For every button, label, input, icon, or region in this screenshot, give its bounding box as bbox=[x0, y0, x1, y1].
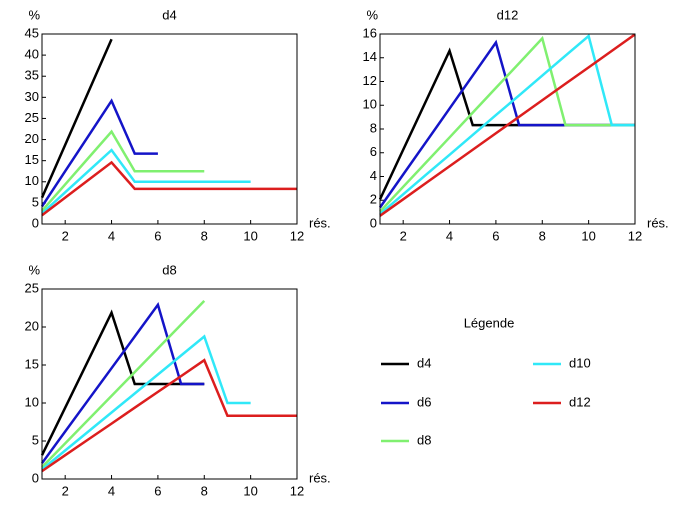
y-tick-label: 0 bbox=[32, 215, 39, 230]
y-axis-label: % bbox=[366, 7, 378, 22]
x-tick-label: 12 bbox=[290, 228, 304, 243]
legend-label: d8 bbox=[417, 432, 431, 447]
y-axis-label: % bbox=[28, 262, 40, 277]
x-tick-label: 10 bbox=[581, 228, 595, 243]
data-line bbox=[41, 334, 251, 471]
data-line bbox=[379, 35, 635, 213]
y-tick-label: 8 bbox=[370, 120, 377, 135]
data-line bbox=[40, 98, 158, 208]
y-tick-label: 20 bbox=[25, 318, 39, 333]
data-line bbox=[40, 302, 205, 464]
legend-label: d10 bbox=[569, 355, 591, 370]
y-tick-label: 35 bbox=[25, 68, 39, 83]
x-tick-label: 10 bbox=[243, 228, 257, 243]
y-tick-label: 16 bbox=[363, 25, 377, 40]
chart-title: d4 bbox=[162, 7, 176, 22]
x-tick-label: 4 bbox=[108, 483, 115, 498]
x-tick-label: 12 bbox=[628, 228, 642, 243]
y-tick-label: 25 bbox=[25, 280, 39, 295]
y-axis-label: % bbox=[28, 7, 40, 22]
x-tick-label: 6 bbox=[154, 228, 161, 243]
data-line bbox=[379, 33, 636, 217]
x-tick-label: 8 bbox=[539, 228, 546, 243]
chart-title: d8 bbox=[162, 262, 176, 277]
y-tick-label: 10 bbox=[25, 173, 39, 188]
data-line bbox=[41, 358, 297, 473]
y-tick-label: 45 bbox=[25, 25, 39, 40]
x-tick-label: 4 bbox=[108, 228, 115, 243]
data-line bbox=[379, 33, 635, 216]
x-tick-label: 12 bbox=[290, 483, 304, 498]
y-tick-label: 6 bbox=[370, 144, 377, 159]
y-tick-label: 14 bbox=[363, 49, 377, 64]
x-tick-label: 6 bbox=[154, 483, 161, 498]
x-tick-label: 8 bbox=[201, 228, 208, 243]
y-tick-label: 10 bbox=[25, 394, 39, 409]
x-tick-label: 2 bbox=[62, 483, 69, 498]
data-line bbox=[41, 160, 297, 217]
y-tick-label: 20 bbox=[25, 131, 39, 146]
legend-title: Légende bbox=[464, 315, 515, 330]
plot-frame bbox=[41, 33, 298, 225]
chart-title: d12 bbox=[497, 7, 519, 22]
y-tick-label: 0 bbox=[370, 215, 377, 230]
plot-frame bbox=[41, 288, 298, 480]
legend-label: d12 bbox=[569, 394, 591, 409]
x-tick-label: 2 bbox=[62, 228, 69, 243]
data-line bbox=[41, 299, 206, 469]
x-axis-label: rés. bbox=[309, 470, 331, 485]
x-tick-label: 6 bbox=[492, 228, 499, 243]
data-line bbox=[40, 309, 205, 456]
legend-label: d4 bbox=[417, 355, 431, 370]
data-line bbox=[41, 148, 251, 215]
x-tick-label: 10 bbox=[243, 483, 257, 498]
y-tick-label: 5 bbox=[32, 432, 39, 447]
data-line bbox=[40, 38, 113, 199]
y-tick-label: 5 bbox=[32, 194, 39, 209]
y-tick-label: 15 bbox=[25, 152, 39, 167]
x-tick-label: 4 bbox=[446, 228, 453, 243]
x-tick-label: 8 bbox=[201, 483, 208, 498]
x-axis-label: rés. bbox=[647, 215, 669, 230]
y-tick-label: 30 bbox=[25, 89, 39, 104]
y-tick-label: 15 bbox=[25, 356, 39, 371]
data-line bbox=[41, 129, 205, 212]
x-tick-label: 2 bbox=[400, 228, 407, 243]
x-axis-label: rés. bbox=[309, 215, 331, 230]
y-tick-label: 25 bbox=[25, 110, 39, 125]
plot-frame bbox=[379, 33, 636, 225]
legend-label: d6 bbox=[417, 394, 431, 409]
y-tick-label: 2 bbox=[370, 192, 377, 207]
y-tick-label: 4 bbox=[370, 168, 377, 183]
y-tick-label: 12 bbox=[363, 73, 377, 88]
y-tick-label: 10 bbox=[363, 97, 377, 112]
y-tick-label: 0 bbox=[32, 470, 39, 485]
y-tick-label: 40 bbox=[25, 47, 39, 62]
